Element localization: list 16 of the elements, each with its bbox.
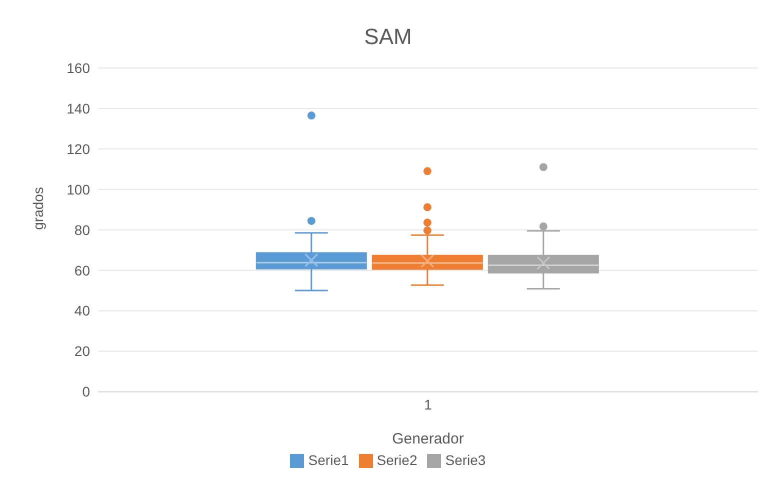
y-axis-title: grados <box>30 187 46 230</box>
y-tick-label: 0 <box>82 384 90 400</box>
y-tick-label: 40 <box>74 302 90 319</box>
x-tick-label: 1 <box>424 396 432 413</box>
legend-label: Serie2 <box>376 452 418 468</box>
y-tick-label: 20 <box>74 343 90 360</box>
y-tick-label: 120 <box>66 140 90 157</box>
y-tick-label: 60 <box>74 262 90 278</box>
y-tick-label: 140 <box>66 100 90 116</box>
legend-label: Serie3 <box>445 452 486 468</box>
x-axis-title: Generador <box>392 430 464 448</box>
chart-title: SAM <box>363 23 413 51</box>
legend-label: Serie1 <box>308 452 349 468</box>
y-tick-label: 80 <box>74 222 90 238</box>
y-tick-label: 100 <box>66 181 90 198</box>
y-tick-label: 160 <box>66 60 90 76</box>
